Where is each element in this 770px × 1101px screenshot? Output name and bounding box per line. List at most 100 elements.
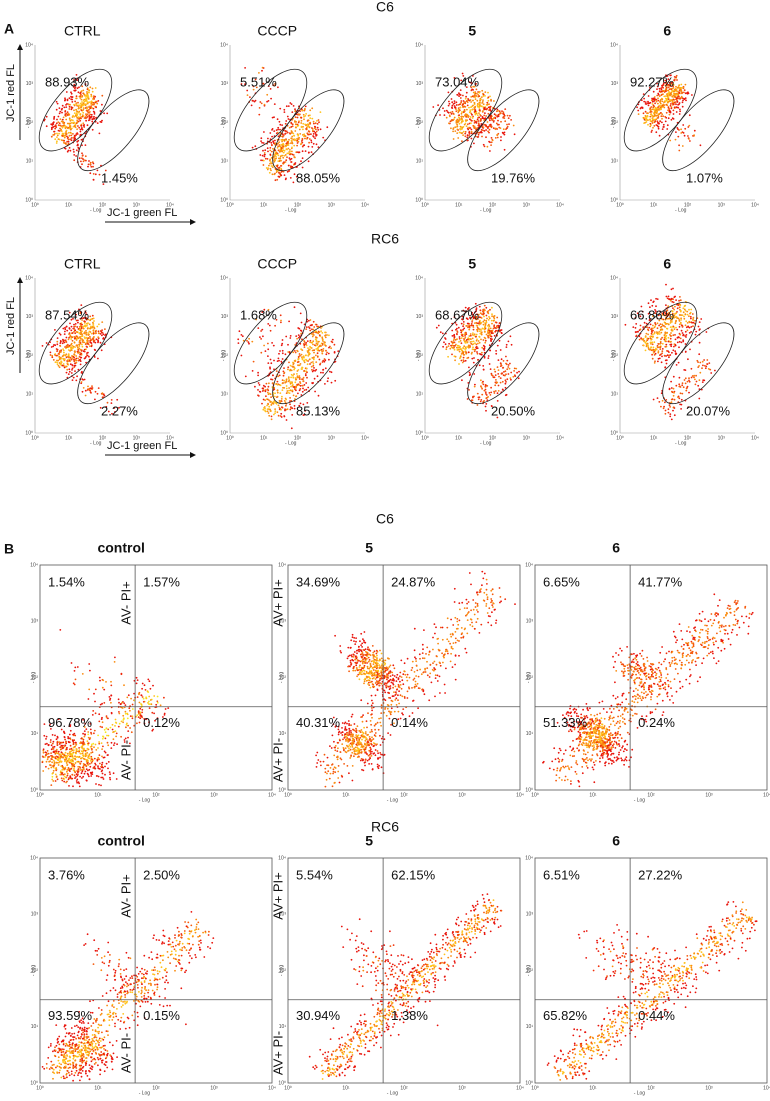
event-dot bbox=[301, 141, 304, 144]
event-dot bbox=[76, 113, 79, 116]
event-dot bbox=[93, 113, 96, 115]
event-dot bbox=[291, 382, 293, 385]
event-dot bbox=[660, 331, 663, 334]
event-dot bbox=[484, 384, 487, 386]
event-dot bbox=[86, 111, 89, 113]
event-dot bbox=[94, 87, 97, 89]
event-dot bbox=[274, 142, 277, 145]
event-dot bbox=[278, 374, 281, 377]
event-dot bbox=[466, 357, 469, 359]
event-dot bbox=[301, 385, 304, 387]
event-dot bbox=[481, 346, 484, 349]
event-dot bbox=[475, 339, 478, 342]
event-dot bbox=[78, 339, 81, 342]
event-dot bbox=[480, 317, 483, 319]
event-dot bbox=[264, 385, 266, 388]
event-dot bbox=[57, 124, 60, 127]
event-dot bbox=[56, 340, 59, 343]
event-dot bbox=[289, 397, 291, 399]
event-dot bbox=[313, 367, 315, 369]
event-dot bbox=[281, 146, 284, 148]
event-dot bbox=[698, 321, 701, 323]
event-dot bbox=[663, 101, 665, 104]
event-dot bbox=[83, 730, 86, 732]
event-dot bbox=[291, 414, 294, 416]
event-dot bbox=[265, 395, 267, 398]
event-dot bbox=[651, 341, 654, 344]
event-dot bbox=[79, 117, 82, 120]
event-dot bbox=[58, 138, 61, 141]
event-dot bbox=[475, 335, 477, 338]
event-dot bbox=[295, 335, 298, 337]
event-dot bbox=[444, 343, 447, 346]
event-dot bbox=[55, 142, 58, 144]
event-dot bbox=[261, 390, 264, 392]
event-dot bbox=[651, 103, 654, 105]
event-dot bbox=[110, 712, 113, 715]
event-dot bbox=[89, 319, 91, 321]
event-dot bbox=[307, 145, 310, 148]
event-dot bbox=[276, 165, 279, 167]
event-dot bbox=[453, 348, 456, 351]
event-dot bbox=[453, 116, 456, 119]
event-dot bbox=[83, 348, 86, 351]
event-dot bbox=[455, 122, 458, 124]
event-dot bbox=[690, 376, 693, 379]
event-dot bbox=[306, 340, 309, 342]
event-dot bbox=[510, 343, 513, 346]
event-dot bbox=[85, 113, 88, 116]
event-dot bbox=[664, 335, 667, 338]
event-dot bbox=[81, 101, 83, 103]
event-dot bbox=[501, 388, 504, 391]
event-dot bbox=[85, 329, 87, 332]
event-dot bbox=[309, 346, 312, 349]
event-dot bbox=[688, 380, 691, 383]
event-dot bbox=[75, 361, 78, 364]
event-dot bbox=[657, 360, 659, 363]
event-dot bbox=[676, 341, 679, 344]
event-dot bbox=[286, 144, 289, 146]
event-dot bbox=[82, 99, 85, 102]
event-dot bbox=[285, 385, 288, 387]
event-dot bbox=[688, 332, 691, 334]
event-dot bbox=[139, 717, 142, 720]
event-dot bbox=[453, 355, 456, 358]
event-dot bbox=[327, 377, 329, 380]
event-dot bbox=[84, 155, 87, 158]
event-dot bbox=[476, 329, 479, 331]
event-dot bbox=[679, 403, 681, 406]
event-dot bbox=[68, 370, 71, 373]
event-dot bbox=[490, 115, 492, 118]
event-dot bbox=[130, 731, 133, 734]
event-dot bbox=[76, 87, 79, 90]
x-axis-label: JC-1 green FL bbox=[107, 207, 177, 219]
event-dot bbox=[469, 109, 472, 111]
event-dot bbox=[650, 330, 653, 333]
event-dot bbox=[307, 114, 310, 117]
event-dot bbox=[62, 363, 65, 365]
event-dot bbox=[80, 381, 83, 383]
event-dot bbox=[271, 166, 274, 169]
event-dot bbox=[647, 112, 649, 115]
event-dot bbox=[82, 327, 85, 330]
event-dot bbox=[684, 377, 687, 380]
event-dot bbox=[292, 351, 295, 354]
event-dot bbox=[447, 355, 449, 358]
event-dot bbox=[79, 329, 82, 332]
event-dot bbox=[483, 328, 486, 330]
x-tick-label: 10³ bbox=[133, 202, 141, 208]
event-dot bbox=[93, 115, 95, 118]
event-dot bbox=[57, 359, 60, 362]
event-dot bbox=[105, 727, 108, 729]
event-dot bbox=[686, 329, 689, 332]
event-dot bbox=[288, 379, 291, 381]
group-title: RC6 bbox=[371, 231, 399, 247]
event-dot bbox=[457, 107, 460, 109]
event-dot bbox=[63, 775, 66, 778]
event-dot bbox=[76, 121, 78, 124]
event-dot bbox=[650, 346, 652, 349]
event-dot bbox=[494, 390, 497, 392]
y-tick-label: 10¹ bbox=[221, 159, 229, 165]
event-dot bbox=[90, 345, 93, 348]
event-dot bbox=[74, 87, 76, 90]
